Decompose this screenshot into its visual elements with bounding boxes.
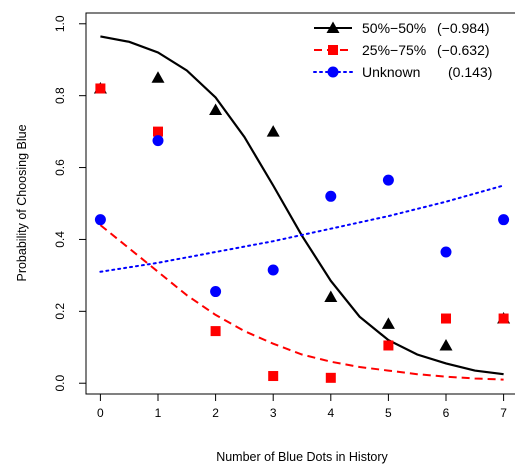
x-axis: 0 1 2 3 4 5 6 7 — [97, 394, 507, 420]
data-point — [94, 214, 106, 226]
data-point — [95, 83, 106, 94]
legend-label: 25%−75% — [362, 42, 426, 58]
y-axis: 0.0 0.2 0.4 0.6 0.8 1.0 — [53, 15, 86, 392]
data-point — [382, 174, 394, 186]
data-points — [93, 71, 511, 383]
data-point — [152, 135, 164, 147]
legend-marker — [328, 45, 338, 55]
y-axis-label: Probability of Choosing Blue — [15, 124, 29, 281]
x-tick-label: 0 — [97, 406, 104, 420]
data-point — [441, 313, 451, 324]
x-tick-label: 2 — [212, 406, 219, 420]
legend-marker — [327, 66, 339, 78]
x-tick-label: 6 — [443, 406, 450, 420]
legend-coefficient: (−0.984) — [437, 20, 490, 36]
y-tick-label: 0.6 — [53, 159, 67, 176]
x-tick-label: 3 — [270, 406, 277, 420]
data-point — [498, 313, 509, 324]
legend-coefficient: (0.143) — [448, 64, 492, 80]
data-point — [498, 214, 510, 226]
data-point — [210, 286, 222, 298]
legend-label: 50%−50% — [362, 20, 426, 36]
data-point — [209, 103, 223, 116]
data-point — [210, 326, 221, 337]
data-point — [324, 290, 338, 302]
data-point — [325, 190, 337, 202]
fit-line — [100, 35, 504, 376]
data-point — [439, 338, 453, 351]
x-tick-label: 7 — [500, 406, 507, 420]
data-point — [151, 71, 165, 83]
x-axis-label: Number of Blue Dots in History — [216, 450, 388, 464]
x-tick-label: 5 — [385, 406, 392, 420]
y-tick-label: 0.2 — [53, 303, 67, 320]
data-point — [325, 372, 336, 383]
data-point — [381, 317, 395, 329]
x-tick-label: 1 — [155, 406, 162, 420]
data-point — [266, 125, 280, 137]
fit-lines — [99, 35, 505, 381]
y-tick-label: 0.8 — [53, 87, 67, 104]
fit-line — [99, 224, 504, 381]
y-tick-label: 0.0 — [53, 375, 67, 392]
data-point — [383, 340, 394, 351]
plot-frame — [85, 12, 515, 395]
legend-coefficient: (−0.632) — [437, 42, 490, 58]
y-tick-label: 1.0 — [53, 15, 67, 32]
data-point — [267, 264, 279, 276]
legend-marker — [326, 21, 340, 33]
data-point — [153, 126, 163, 137]
x-tick-label: 4 — [327, 406, 334, 420]
fit-line — [99, 184, 505, 273]
data-point — [440, 246, 452, 258]
legend-label: Unknown — [362, 64, 420, 80]
y-tick-label: 0.4 — [53, 231, 67, 248]
legend: 50%−50% (−0.984) 25%−75% (−0.632) Unknown (0.… — [313, 20, 492, 80]
data-point — [268, 371, 279, 382]
